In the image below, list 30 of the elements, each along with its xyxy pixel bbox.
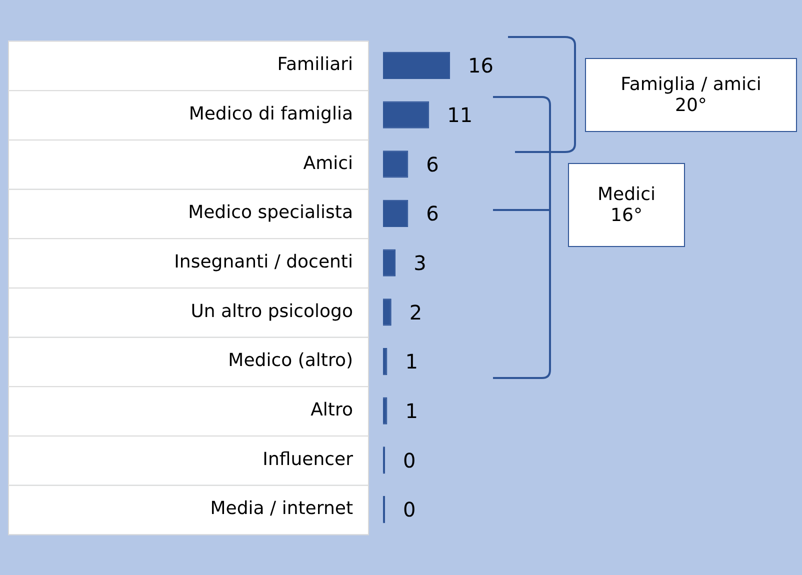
y-tick-label: Altro — [310, 400, 353, 421]
y-tick-label: Amici — [303, 152, 353, 174]
data-label: 1 — [405, 399, 418, 424]
text: Famiglia / amici 20° — [585, 58, 797, 132]
y-tick-label: Insegnanti / docenti — [174, 252, 353, 272]
data-label: 6 — [426, 152, 439, 176]
data-label: 3 — [414, 251, 426, 276]
data-label: 0 — [403, 498, 416, 522]
y-tick-label: Medico specialista — [188, 202, 353, 224]
data-label: 2 — [409, 300, 422, 324]
data-label: 6 — [426, 202, 439, 226]
bar — [383, 348, 388, 376]
data-label: 11 — [447, 103, 473, 128]
bar — [383, 200, 408, 228]
data-label: 1 — [405, 350, 418, 374]
y-tick-label: Familiari — [277, 54, 353, 76]
bar — [383, 298, 392, 326]
y-tick-label: Medico di famiglia — [188, 103, 353, 124]
data-label: 0 — [403, 448, 416, 472]
bar — [383, 249, 396, 276]
bar — [383, 397, 388, 424]
bar — [383, 101, 430, 128]
data-label: 16 — [468, 54, 494, 78]
y-tick-label: Un altro psicologo — [190, 300, 353, 322]
bar — [383, 52, 450, 80]
y-tick-label: Influencer — [262, 448, 354, 470]
y-tick-label: Media / internet — [210, 498, 353, 520]
bar — [383, 150, 408, 178]
text: Medici 16° — [568, 163, 685, 247]
y-tick-label: Medico (altro) — [228, 350, 353, 372]
